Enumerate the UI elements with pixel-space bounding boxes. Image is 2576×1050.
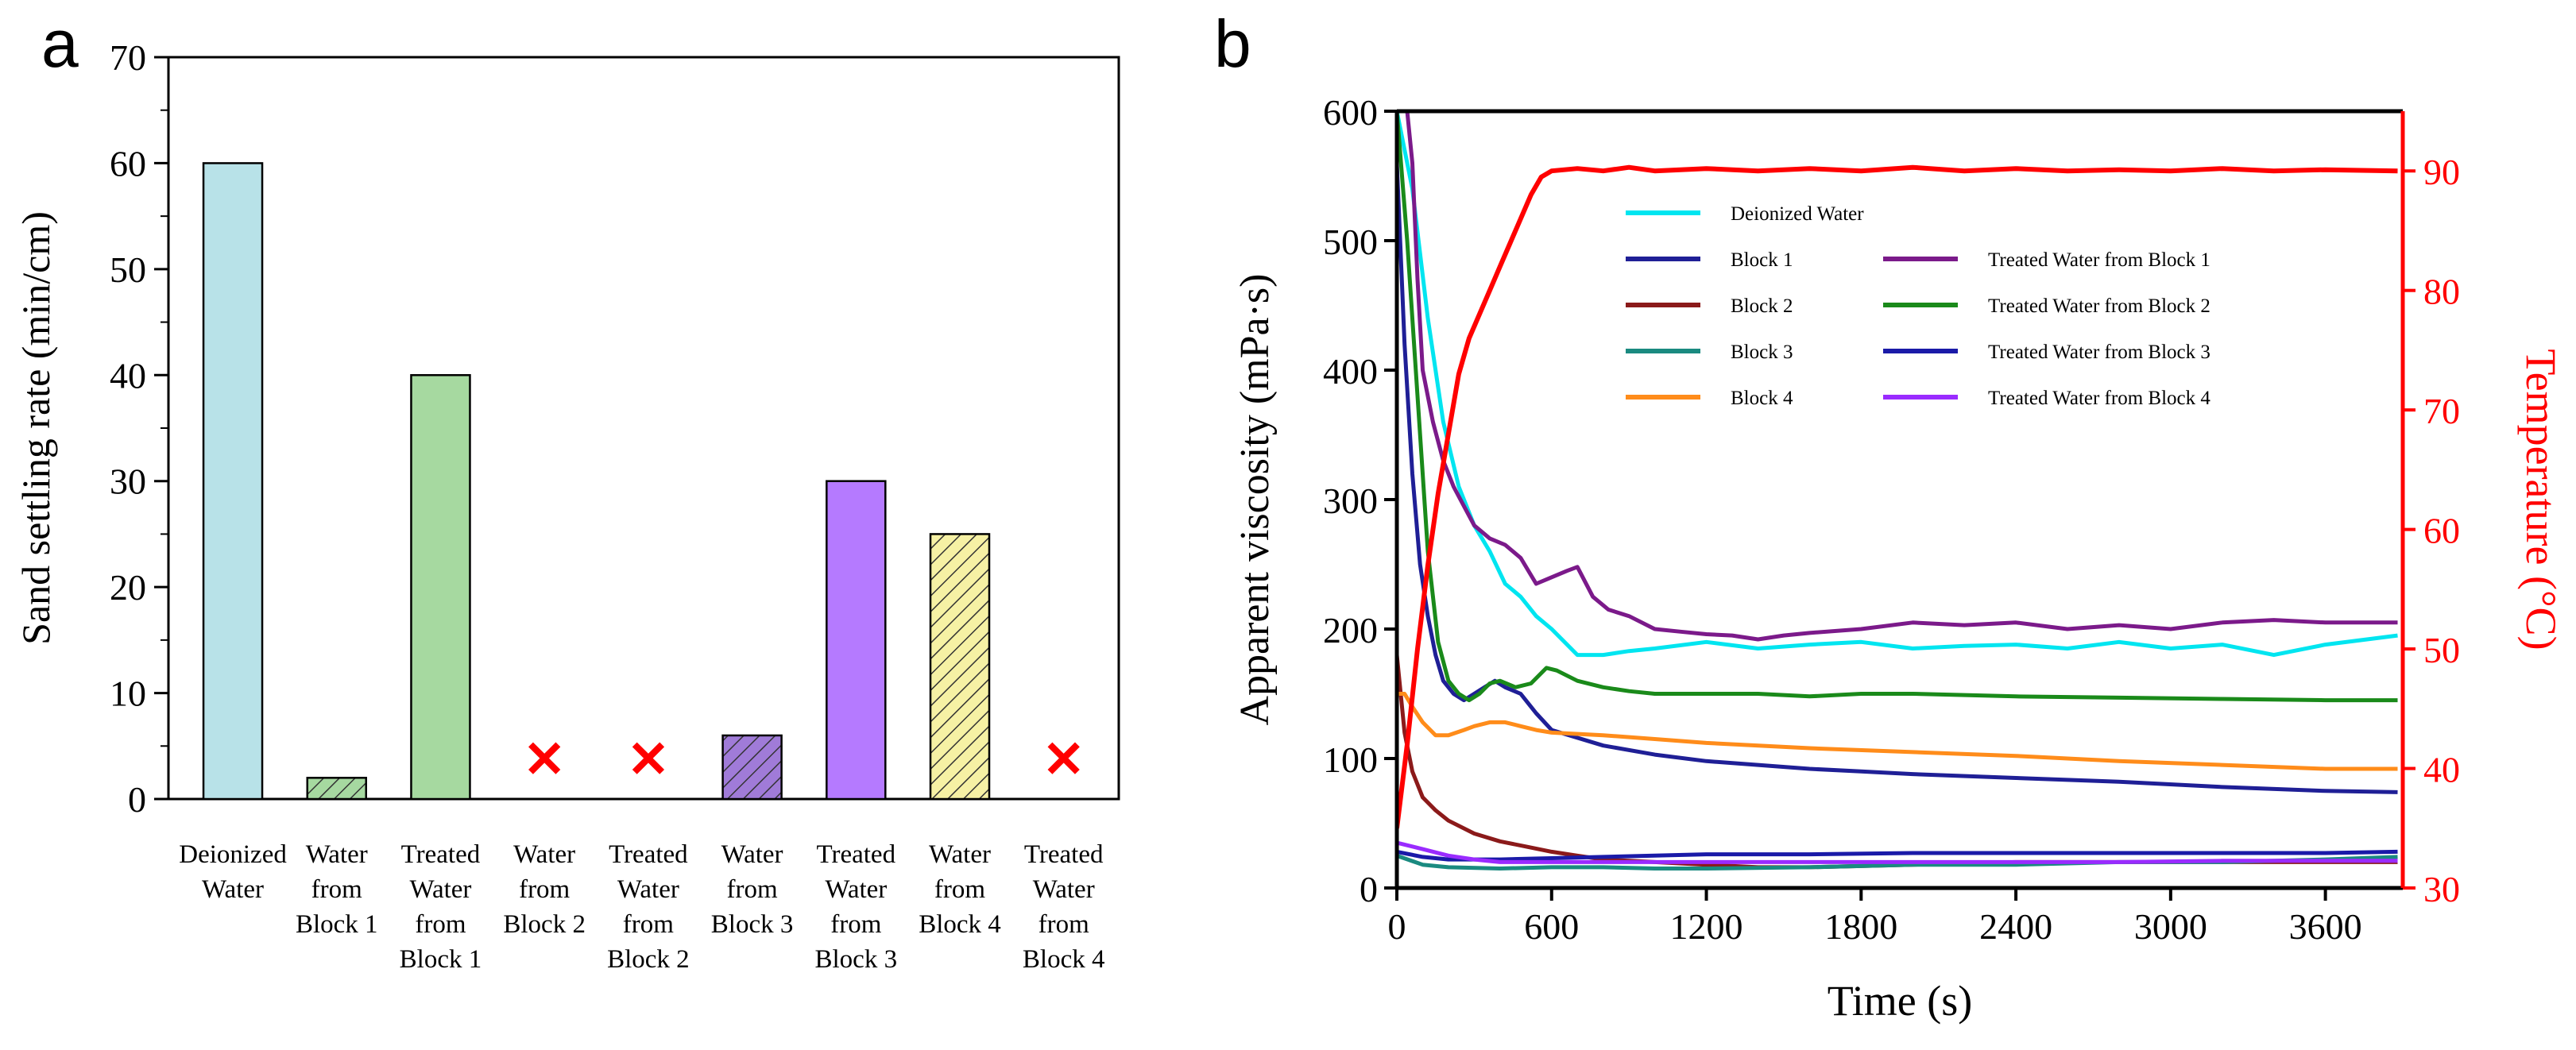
series-group	[1397, 111, 2398, 870]
x-tick-label: Water	[929, 840, 991, 869]
x-tick-label: 600	[1524, 906, 1579, 947]
y-tick-label: 0	[128, 779, 146, 820]
series-line	[1397, 692, 2398, 771]
legend-label: Treated Water from Block 1	[1988, 249, 2210, 271]
x-tick-label: 3600	[2289, 906, 2362, 947]
y2-tick-label: 60	[2423, 511, 2460, 551]
x-tick-label: Block 3	[815, 945, 898, 974]
y2-tick-label: 90	[2423, 152, 2460, 192]
y2-tick-label: 70	[2423, 391, 2460, 431]
legend-label: Block 4	[1731, 388, 1793, 409]
x-tick-label: from	[311, 875, 362, 904]
series-line	[1397, 111, 2398, 703]
no-data-marker: ✕	[627, 732, 670, 788]
x-tick-label: Block 2	[607, 945, 690, 974]
x-tick-label: Block 3	[711, 910, 794, 939]
panel-b-label: b	[1214, 6, 1251, 81]
x-tick-label: from	[623, 910, 674, 939]
y-tick-label: 200	[1323, 610, 1378, 650]
y-tick-label: 40	[110, 355, 146, 396]
legend-label: Block 1	[1731, 249, 1793, 271]
legend-label: Treated Water from Block 2	[1988, 295, 2210, 317]
y2-tick-label: 40	[2423, 750, 2460, 790]
x-tick-label: 0	[1388, 906, 1406, 947]
x-tick-label: Treated	[401, 840, 481, 869]
x-tick-label: Block 1	[400, 945, 482, 974]
x-tick-label: Water	[306, 840, 368, 869]
legend-label: Treated Water from Block 4	[1988, 388, 2210, 409]
bar	[826, 480, 887, 801]
legend-label: Treated Water from Block 3	[1988, 342, 2210, 363]
x-tick-label: Treated	[1024, 840, 1104, 869]
y-tick-label: 70	[110, 37, 146, 78]
y-tick-label: 30	[110, 461, 146, 502]
bar	[410, 374, 471, 801]
y-tick-label: 400	[1323, 351, 1378, 392]
x-tick-label: Block 1	[296, 910, 378, 939]
y-tick-label: 100	[1323, 739, 1378, 780]
y2-tick-label: 80	[2423, 272, 2460, 312]
x-tick-label: from	[830, 910, 881, 939]
x-tick-label: Water	[721, 840, 783, 869]
bar	[721, 734, 783, 801]
series-line	[1397, 163, 2398, 794]
y-tick-label: 60	[110, 143, 146, 183]
y2-tick-label: 30	[2423, 869, 2460, 909]
panel-a-plot-area: 0 10 20 30 40 50 60 70 Deionized Water Water from Bl…	[110, 37, 1120, 974]
x-tick-label: 1800	[1824, 906, 1897, 947]
panel-b-x-axis-label: Time (s)	[1828, 977, 1973, 1025]
x-tick-label: 3000	[2134, 906, 2207, 947]
y-tick-label: 600	[1323, 92, 1378, 133]
y-tick-label: 300	[1323, 481, 1378, 521]
x-tick-label: Block 4	[919, 910, 1001, 939]
series-line	[1397, 164, 2398, 829]
x-tick-label: Water	[202, 875, 264, 904]
y2-tick-label: 50	[2423, 630, 2460, 670]
bar	[202, 162, 264, 801]
panel-b-plot-area: 0 100 200 300 400 500 600 30 40 50 60 70 80 90 0 600 120…	[1323, 92, 2460, 947]
x-tick-label: Deionized	[179, 840, 287, 869]
legend-label: Block 3	[1731, 342, 1793, 363]
x-tick-label: from	[727, 875, 778, 904]
x-tick-label: from	[1039, 910, 1089, 939]
y-tick-label: 0	[1360, 869, 1378, 909]
x-tick-label: Treated	[609, 840, 688, 869]
y-tick-label: 10	[110, 674, 146, 714]
x-tick-label: 1200	[1670, 906, 1743, 947]
bar	[929, 533, 991, 801]
x-tick-label: Water	[1033, 875, 1095, 904]
x-tick-label: Treated	[816, 840, 895, 869]
x-tick-label: Water	[409, 875, 471, 904]
panel-b-line-chart: b Apparent viscosity (mPa·s) Temperature…	[1214, 6, 2565, 1025]
no-data-marker: ✕	[1042, 732, 1085, 788]
legend-label: Deionized Water	[1731, 203, 1864, 225]
y-tick-label: 500	[1323, 222, 1378, 262]
y-tick-label: 20	[110, 567, 146, 608]
panel-b-y-axis-label: Apparent viscosity (mPa·s)	[1232, 273, 1278, 725]
bar	[306, 777, 368, 801]
x-tick-label: Water	[825, 875, 887, 904]
panel-a-bar-chart: a Sand settling rate (min/cm) 0 10 20 30 40 5…	[14, 6, 1120, 974]
x-tick-label: 2400	[1979, 906, 2052, 947]
panel-a-y-axis-label: Sand settling rate (min/cm)	[14, 211, 58, 645]
series-line	[1397, 840, 2398, 864]
x-tick-label: Block 2	[503, 910, 586, 939]
panel-a-label: a	[41, 6, 79, 81]
no-data-marker: ✕	[523, 732, 566, 788]
x-tick-label: Water	[513, 840, 575, 869]
x-tick-label: from	[934, 875, 985, 904]
x-tick-label: from	[519, 875, 570, 904]
legend: Deionized Water Block 1 Treated Water from…	[1626, 203, 2210, 409]
x-tick-label: Block 4	[1023, 945, 1105, 974]
panel-b-y2-axis-label: Temperature (°C)	[2517, 349, 2565, 650]
legend-label: Block 2	[1731, 295, 1793, 317]
x-tick-label: from	[415, 910, 466, 939]
x-tick-label: Water	[617, 875, 679, 904]
y-tick-label: 50	[110, 249, 146, 290]
